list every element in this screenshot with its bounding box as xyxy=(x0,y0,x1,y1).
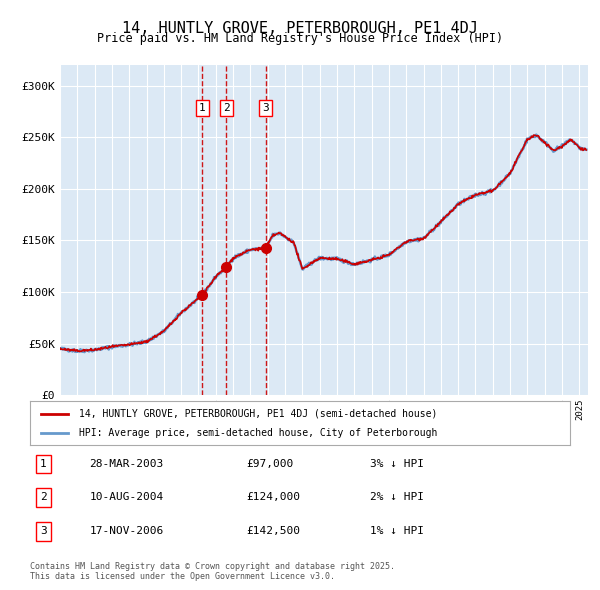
Text: 1: 1 xyxy=(40,459,47,469)
Text: 2: 2 xyxy=(40,492,47,502)
Text: 10-AUG-2004: 10-AUG-2004 xyxy=(89,492,164,502)
Text: 14, HUNTLY GROVE, PETERBOROUGH, PE1 4DJ: 14, HUNTLY GROVE, PETERBOROUGH, PE1 4DJ xyxy=(122,21,478,35)
Text: £142,500: £142,500 xyxy=(246,526,300,536)
Text: 3: 3 xyxy=(40,526,47,536)
Text: £124,000: £124,000 xyxy=(246,492,300,502)
Text: 2% ↓ HPI: 2% ↓ HPI xyxy=(370,492,424,502)
Text: Contains HM Land Registry data © Crown copyright and database right 2025.
This d: Contains HM Land Registry data © Crown c… xyxy=(30,562,395,581)
Text: 1% ↓ HPI: 1% ↓ HPI xyxy=(370,526,424,536)
Text: 28-MAR-2003: 28-MAR-2003 xyxy=(89,459,164,469)
Text: £97,000: £97,000 xyxy=(246,459,293,469)
Text: Price paid vs. HM Land Registry's House Price Index (HPI): Price paid vs. HM Land Registry's House … xyxy=(97,32,503,45)
Text: 3% ↓ HPI: 3% ↓ HPI xyxy=(370,459,424,469)
Text: 14, HUNTLY GROVE, PETERBOROUGH, PE1 4DJ (semi-detached house): 14, HUNTLY GROVE, PETERBOROUGH, PE1 4DJ … xyxy=(79,409,437,418)
Text: 3: 3 xyxy=(262,103,269,113)
Text: 2: 2 xyxy=(223,103,230,113)
Text: 17-NOV-2006: 17-NOV-2006 xyxy=(89,526,164,536)
Text: 1: 1 xyxy=(199,103,206,113)
Text: HPI: Average price, semi-detached house, City of Peterborough: HPI: Average price, semi-detached house,… xyxy=(79,428,437,438)
